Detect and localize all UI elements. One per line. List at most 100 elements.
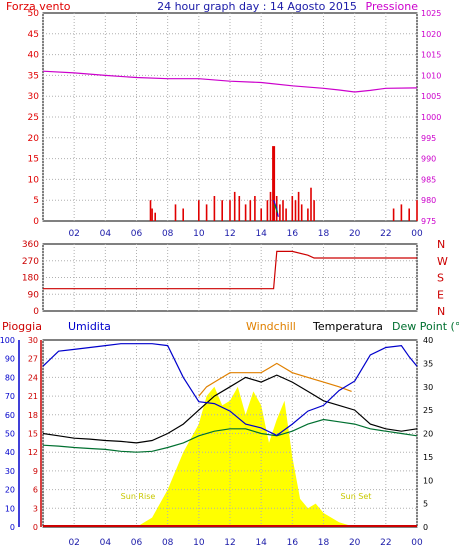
direction-tick-label: 0	[33, 307, 39, 317]
temperature-line	[42, 374, 418, 444]
windchill-label: Windchill	[246, 320, 296, 333]
pressure-axis-label: Pressione	[366, 0, 419, 13]
wind-bar	[279, 204, 281, 221]
wind-bar	[244, 204, 247, 221]
x-tick-label: 02	[68, 538, 79, 548]
wind-tick-label: 15	[28, 155, 39, 165]
humidity-tick-label: 80	[5, 373, 15, 382]
wind-bar	[291, 196, 294, 221]
direction-compass-letter: S	[437, 272, 444, 285]
humidity-tick-label: 50	[5, 430, 15, 439]
pressure-tick-label: 1010	[421, 71, 441, 80]
wind-bar	[313, 200, 315, 221]
temperature-tick-label: 40	[423, 336, 433, 345]
wind-bar	[238, 196, 241, 221]
x-tick-label: 12	[224, 538, 235, 548]
wind-bar	[254, 196, 256, 221]
rain-tick-label: 15	[28, 430, 38, 439]
humidity-tick-label: 60	[5, 411, 15, 420]
pressure-tick-label: 1020	[421, 30, 441, 39]
wind-bar	[269, 191, 272, 221]
wind-bar	[408, 208, 410, 221]
temperature-label: Temperatura	[312, 320, 383, 333]
x-tick-label: 22	[380, 229, 391, 239]
wind-bar	[213, 196, 216, 221]
temperature-tick-label: 20	[423, 430, 433, 439]
pressure-tick-label: 995	[421, 134, 436, 143]
temperature-tick-label: 30	[423, 383, 433, 392]
wind-tick-label: 35	[28, 71, 39, 81]
pressure-tick-label: 1000	[421, 113, 441, 122]
rain-tick-label: 24	[28, 373, 38, 382]
rain-tick-label: 3	[33, 504, 38, 513]
x-tick-label: 22	[380, 538, 391, 548]
temperature-tick-label: 25	[423, 406, 433, 415]
wind-bar	[297, 191, 300, 221]
rain-tick-label: 6	[33, 486, 38, 495]
humidity-tick-label: 90	[5, 355, 15, 364]
humidity-tick-label: 20	[5, 486, 15, 495]
x-tick-label: 02	[68, 229, 79, 239]
x-tick-label: 00	[411, 229, 423, 239]
x-tick-label: 10	[193, 229, 205, 239]
wind-tick-label: 40	[28, 51, 40, 61]
wind-tick-label: 45	[28, 30, 39, 40]
humidity-tick-label: 10	[5, 504, 15, 513]
wind-bar	[182, 208, 184, 221]
wind-avg-line	[273, 204, 278, 213]
humidity-tick-label: 30	[5, 467, 15, 476]
wind-bar	[149, 200, 152, 221]
pressure-tick-label: 1025	[421, 9, 441, 18]
temperature-tick-label: 35	[423, 359, 433, 368]
wind-bar	[266, 200, 269, 221]
rain-tick-label: 27	[28, 355, 38, 364]
x-tick-label: 14	[255, 229, 267, 239]
humidity-label: Umidita	[68, 320, 111, 333]
direction-tick-label: 270	[22, 257, 39, 267]
wind-bar	[205, 204, 208, 221]
pressure-tick-label: 1005	[421, 92, 441, 101]
wind-bar	[282, 200, 284, 221]
wind-bar	[229, 200, 231, 221]
x-tick-label: 20	[349, 538, 361, 548]
wind-bar	[416, 200, 418, 221]
wind-bar	[307, 208, 309, 221]
pressure-line	[42, 70, 418, 93]
rain-tick-label: 0	[33, 523, 38, 532]
wind-bar	[154, 212, 156, 221]
sun-set-label: Sun Set	[341, 492, 372, 501]
x-tick-label: 10	[193, 538, 205, 548]
x-tick-label: 16	[287, 229, 299, 239]
x-tick-label: 12	[224, 229, 235, 239]
solar-radiation-area	[136, 386, 355, 527]
wind-bar	[300, 204, 303, 221]
wind-tick-label: 5	[33, 196, 39, 206]
humidity-line	[42, 343, 418, 437]
wind-axis-label: Forza vento	[6, 0, 71, 13]
x-tick-label: 18	[318, 538, 330, 548]
x-tick-label: 00	[411, 538, 423, 548]
direction-compass-letter: N	[437, 238, 445, 251]
rain-tick-label: 9	[33, 467, 38, 476]
wind-bar	[174, 204, 177, 221]
pressure-tick-label: 985	[421, 175, 436, 184]
wind-bar	[400, 204, 403, 221]
pressure-tick-label: 975	[421, 217, 436, 226]
x-tick-label: 20	[349, 229, 361, 239]
x-tick-label: 08	[162, 229, 174, 239]
windchill-line	[198, 362, 352, 397]
humidity-tick-label: 100	[0, 336, 15, 345]
wind-bar	[294, 200, 297, 221]
x-tick-label: 06	[131, 229, 143, 239]
wind-tick-label: 30	[28, 92, 40, 102]
wind-tick-label: 10	[28, 175, 40, 185]
humidity-tick-label: 0	[10, 523, 15, 532]
x-tick-label: 14	[255, 538, 267, 548]
wind-bar	[310, 187, 312, 221]
sun-rise-label: Sun Rise	[121, 492, 156, 501]
direction-tick-label: 360	[22, 240, 39, 250]
wind-bar	[151, 208, 153, 221]
wind-tick-label: 25	[28, 113, 39, 123]
direction-tick-label: 180	[22, 274, 39, 284]
